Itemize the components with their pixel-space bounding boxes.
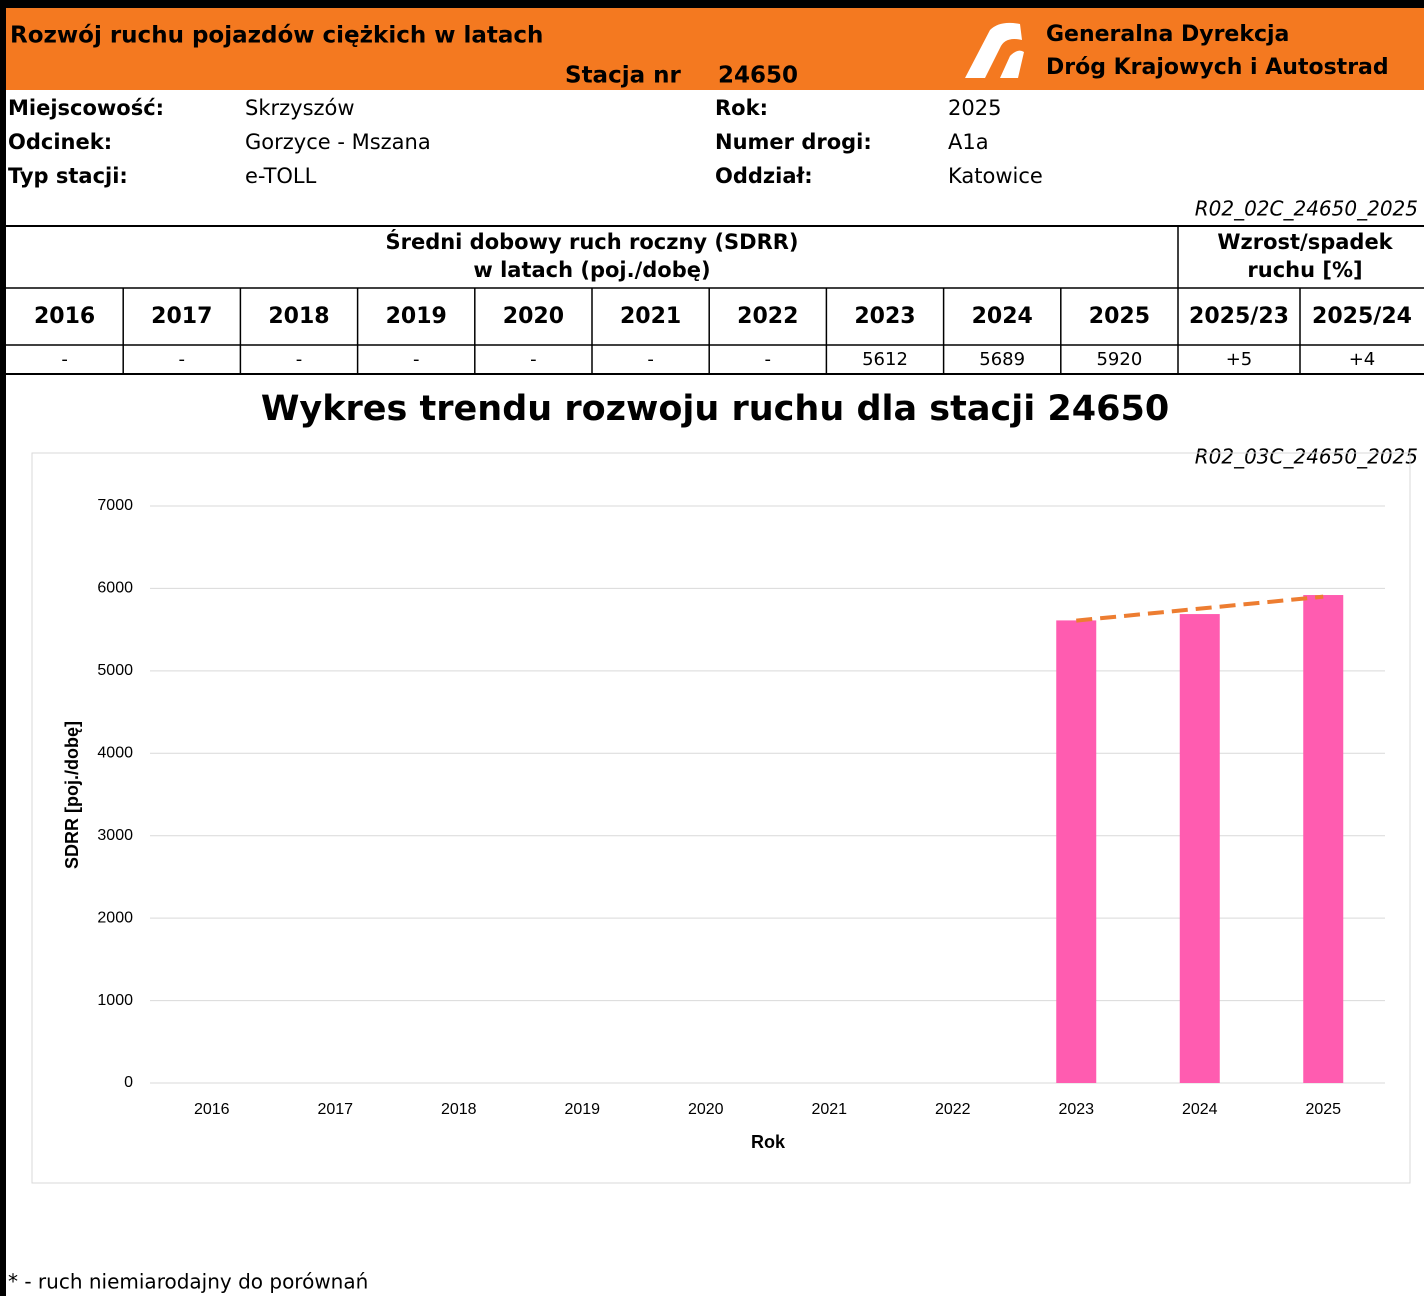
table-column: 2025/24 [1312,304,1412,329]
table-cell: - [296,349,303,370]
table-cell: 5920 [1096,349,1142,370]
x-axis-label: Rok [751,1132,786,1152]
table-column: 2020 [503,304,564,329]
y-axis-label: SDRR [poj./dobę] [62,721,82,869]
y-tick-label: 7000 [97,497,133,514]
table-column: 2024 [972,304,1033,329]
x-tick-label: 2025 [1305,1101,1341,1118]
info-label: Miejscowość: [8,96,164,120]
table-column: 2023 [854,304,915,329]
table-cell: +5 [1226,349,1253,370]
top-border [0,0,1424,8]
table-header: ruchu [%] [1247,258,1362,282]
x-tick-label: 2024 [1182,1101,1218,1118]
table-cell: - [413,349,420,370]
chart-frame [31,452,1411,1184]
info-value: Gorzyce - Mszana [245,130,431,154]
bar [1303,595,1344,1083]
info-label: Numer drogi: [715,130,872,154]
info-value: e-TOLL [245,164,317,188]
left-border [0,0,6,1296]
bar [1056,620,1097,1083]
chart-title: Wykres trendu rozwoju ruchu dla stacji 2… [261,389,1169,429]
org-name: Dróg Krajowych i Autostrad [1046,55,1389,80]
y-tick-label: 1000 [97,992,133,1009]
x-tick-label: 2016 [194,1101,230,1118]
x-tick-label: 2022 [935,1101,971,1118]
bar [1179,614,1220,1083]
y-tick-label: 4000 [97,745,133,762]
info-label: Odcinek: [8,130,112,154]
table-cell: - [765,349,772,370]
table-column: 2016 [34,304,95,329]
table-header: Wzrost/spadek [1217,230,1393,254]
info-value: Skrzyszów [245,96,355,120]
table-column: 2025 [1089,304,1150,329]
table-column: 2021 [620,304,681,329]
x-tick-label: 2020 [688,1101,724,1118]
y-tick-label: 0 [124,1074,133,1091]
x-tick-label: 2018 [441,1101,477,1118]
table-column: 2022 [737,304,798,329]
header-bar [6,8,1424,90]
table-cell: - [530,349,537,370]
table-cell: - [61,349,68,370]
table-cell: +4 [1349,349,1376,370]
footnote: * - ruch niemiarodajny do porównań [8,1270,368,1294]
y-tick-label: 6000 [97,580,133,597]
y-tick-label: 2000 [97,909,133,926]
y-tick-label: 3000 [97,827,133,844]
table-column: 2017 [151,304,212,329]
info-value: Katowice [948,164,1043,188]
info-value: A1a [948,130,989,154]
station-number: 24650 [718,63,798,89]
table-column: 2019 [386,304,447,329]
trend-line [1076,594,1324,623]
info-label: Oddział: [715,164,813,188]
chart-code: R02_03C_24650_2025 [1195,445,1418,469]
y-tick-label: 5000 [97,662,133,679]
x-tick-label: 2019 [564,1101,600,1118]
table-cell: 5612 [862,349,908,370]
station-label: Stacja nr [565,63,681,89]
table-cell: 5689 [979,349,1025,370]
table-column: 2018 [268,304,329,329]
info-label: Typ stacji: [8,164,128,188]
table-header: w latach (poj./dobę) [473,258,710,282]
logo [965,22,1024,78]
x-tick-label: 2017 [317,1101,353,1118]
table-cell: - [647,349,654,370]
info-value: 2025 [948,96,1001,120]
table-column: 2025/23 [1189,304,1289,329]
table-header: Średni dobowy ruch roczny (SDRR) [385,229,798,254]
header-title: Rozwój ruchu pojazdów ciężkich w latach [10,23,543,49]
x-tick-label: 2021 [811,1101,847,1118]
info-label: Rok: [715,96,768,120]
org-name: Generalna Dyrekcja [1046,22,1289,47]
table-code: R02_02C_24650_2025 [1195,197,1418,221]
x-tick-label: 2023 [1058,1101,1094,1118]
table-cell: - [179,349,186,370]
